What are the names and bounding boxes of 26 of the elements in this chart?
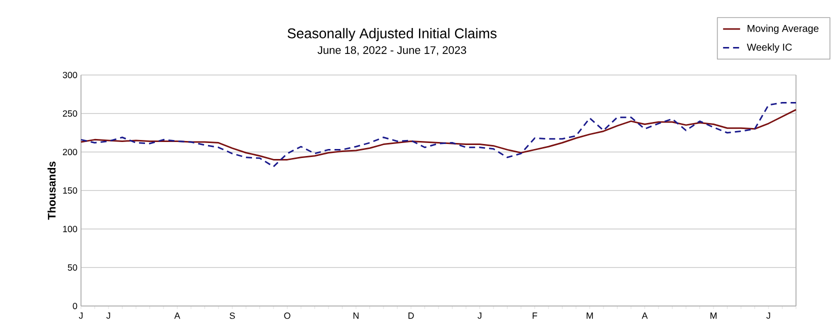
x-tick-label: S [230, 312, 235, 319]
legend-label: Moving Average [748, 24, 818, 34]
x-tick-label: M [586, 312, 593, 319]
x-tick-label: J [478, 312, 482, 319]
x-tick-label: A [642, 312, 648, 319]
y-tick-label: 100 [63, 226, 78, 232]
x-tick-label: M [710, 312, 717, 319]
y-tick-label: 300 [62, 72, 78, 78]
x-tick-label: J [78, 312, 83, 319]
legend-label: Weekly IC [746, 43, 792, 53]
chart-title: Seasonally Adjusted Initial Claims [288, 28, 497, 42]
y-tick-label: 150 [63, 187, 78, 194]
y-tick-label: 200 [62, 148, 78, 156]
x-tick-label: J [106, 312, 110, 319]
y-tick-label: 50 [68, 264, 78, 271]
x-tick-label: O [284, 312, 290, 319]
chart-subtitle: June 18, 2022 - June 17, 2023 [318, 46, 466, 56]
x-tick-label: J [766, 312, 770, 319]
x-tick-label: F [532, 312, 538, 319]
x-tick-label: N [353, 312, 359, 319]
y-tick-label: 0 [72, 302, 78, 310]
y-axis-title: Thousands [48, 162, 56, 220]
x-tick-label: A [174, 312, 180, 319]
y-tick-label: 250 [62, 110, 78, 117]
x-tick-label: D [408, 312, 414, 319]
line-series [80, 102, 797, 168]
